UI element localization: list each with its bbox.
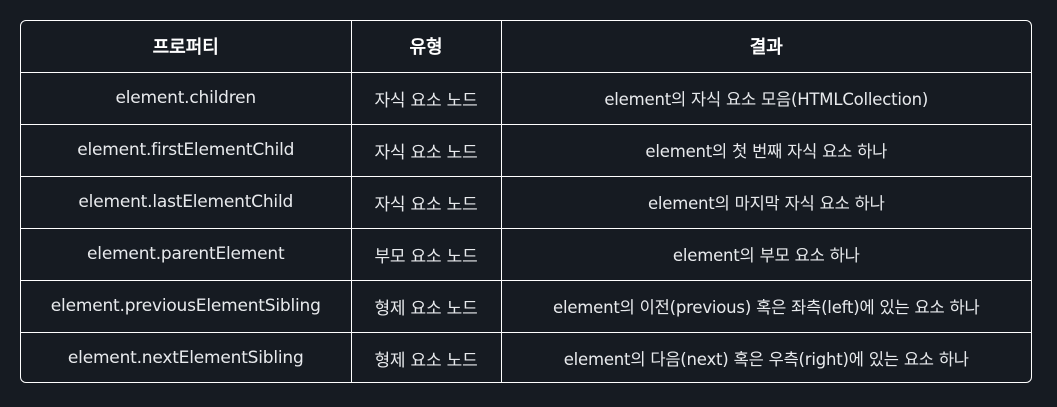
cell-type: 자식 요소 노드 [351, 124, 502, 177]
cell-property: element.children [21, 72, 352, 125]
header-property: 프로퍼티 [21, 21, 352, 73]
cell-type: 부모 요소 노드 [351, 228, 502, 281]
cell-result: element의 마지막 자식 요소 하나 [501, 176, 1031, 229]
table-row: element.lastElementChild 자식 요소 노드 elemen… [21, 176, 1031, 229]
table-row: element.parentElement 부모 요소 노드 element의 … [21, 228, 1031, 281]
header-row: 프로퍼티 유형 결과 [21, 21, 1031, 73]
header-type: 유형 [351, 21, 502, 73]
dom-traversal-table: 프로퍼티 유형 결과 element.children 자식 요소 노드 ele… [21, 21, 1031, 382]
header-result: 결과 [501, 21, 1031, 73]
cell-property: element.lastElementChild [21, 176, 352, 229]
table-row: element.firstElementChild 자식 요소 노드 eleme… [21, 124, 1031, 177]
dom-traversal-table-container: 프로퍼티 유형 결과 element.children 자식 요소 노드 ele… [20, 20, 1032, 383]
cell-result: element의 다음(next) 혹은 우측(right)에 있는 요소 하나 [563, 350, 969, 370]
cell-property: element.parentElement [21, 228, 352, 281]
cell-property: element.firstElementChild [21, 124, 352, 177]
cell-type: 자식 요소 노드 [351, 72, 502, 125]
table-body: element.children 자식 요소 노드 element의 자식 요소… [21, 72, 1031, 382]
table-row: element.nextElementSibling 형제 요소 노드 elem… [21, 332, 1031, 382]
cell-type: 형제 요소 노드 [351, 332, 502, 382]
cell-type: 형제 요소 노드 [351, 280, 502, 333]
cell-result: element의 자식 요소 모음(HTMLCollection) [501, 72, 1031, 125]
cell-property: element.previousElementSibling [21, 280, 352, 333]
cell-property: element.nextElementSibling [21, 332, 352, 382]
table-row: element.children 자식 요소 노드 element의 자식 요소… [21, 72, 1031, 125]
table-row: element.previousElementSibling 형제 요소 노드 … [21, 280, 1031, 333]
cell-result: element의 첫 번째 자식 요소 하나 [501, 124, 1031, 177]
table-header: 프로퍼티 유형 결과 [21, 21, 1031, 73]
cell-result: element의 이전(previous) 혹은 좌측(left)에 있는 요소… [501, 280, 1031, 333]
cell-result: element의 부모 요소 하나 [501, 228, 1031, 281]
cell-type: 자식 요소 노드 [351, 176, 502, 229]
